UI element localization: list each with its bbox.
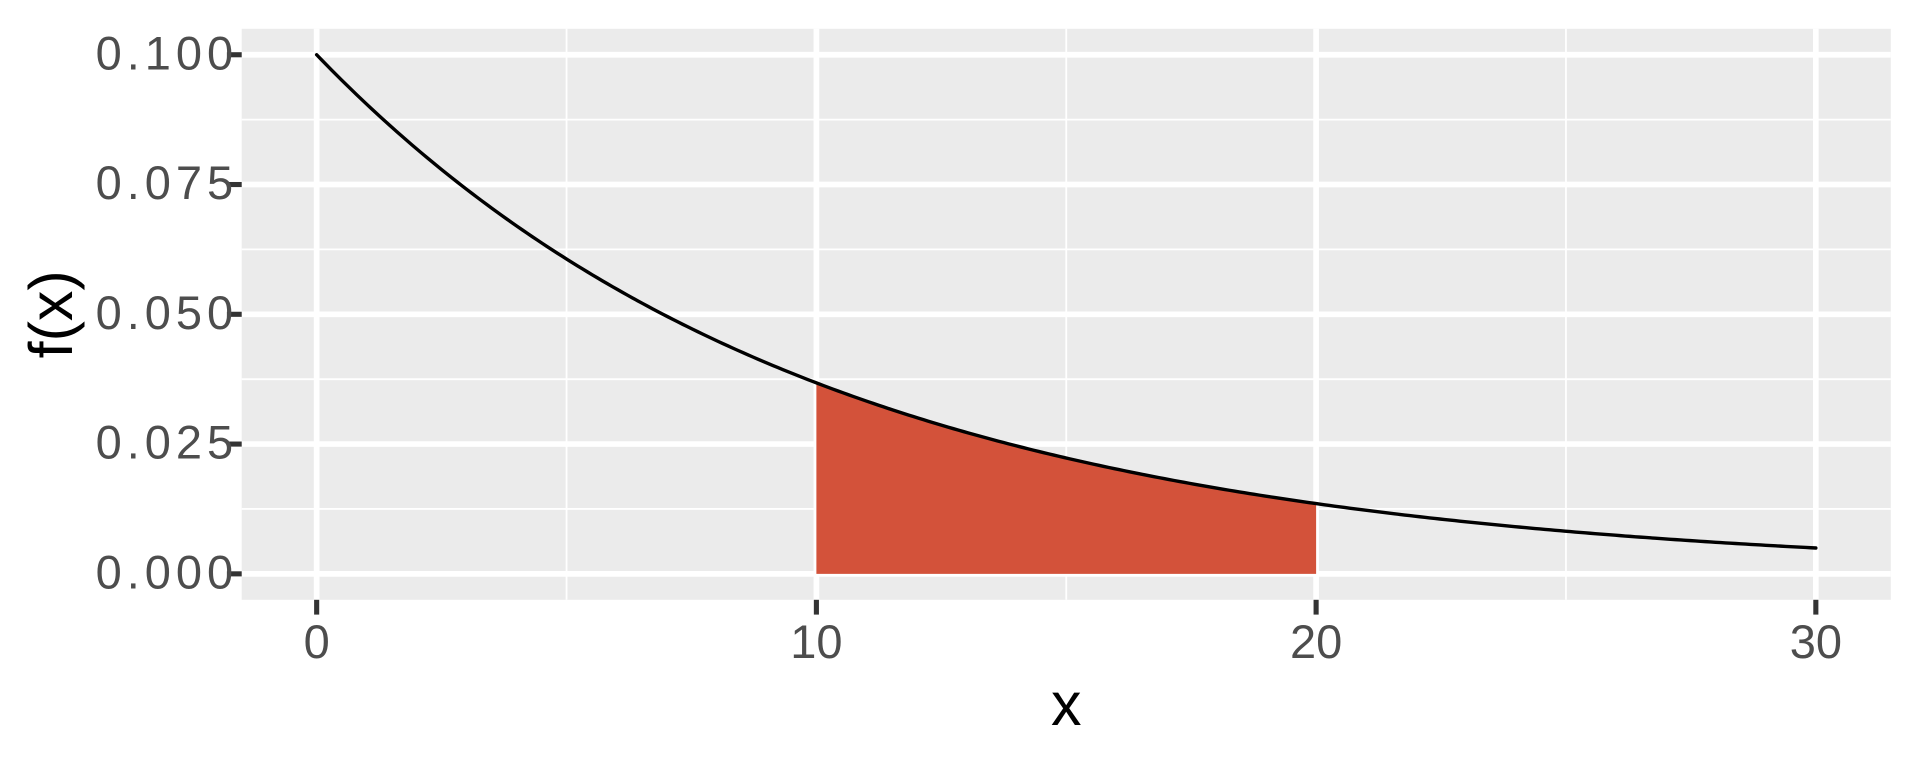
svg-text:20: 20 bbox=[1290, 615, 1342, 668]
svg-text:0.100: 0.100 bbox=[96, 26, 239, 79]
svg-text:30: 30 bbox=[1790, 615, 1842, 668]
svg-text:0.075: 0.075 bbox=[96, 156, 239, 209]
svg-text:x: x bbox=[1051, 670, 1082, 738]
svg-text:0.025: 0.025 bbox=[96, 416, 239, 469]
svg-text:f(x): f(x) bbox=[17, 270, 85, 358]
svg-text:0: 0 bbox=[304, 615, 330, 668]
svg-text:10: 10 bbox=[790, 615, 842, 668]
svg-text:0.050: 0.050 bbox=[96, 286, 239, 339]
svg-text:0.000: 0.000 bbox=[96, 545, 239, 598]
